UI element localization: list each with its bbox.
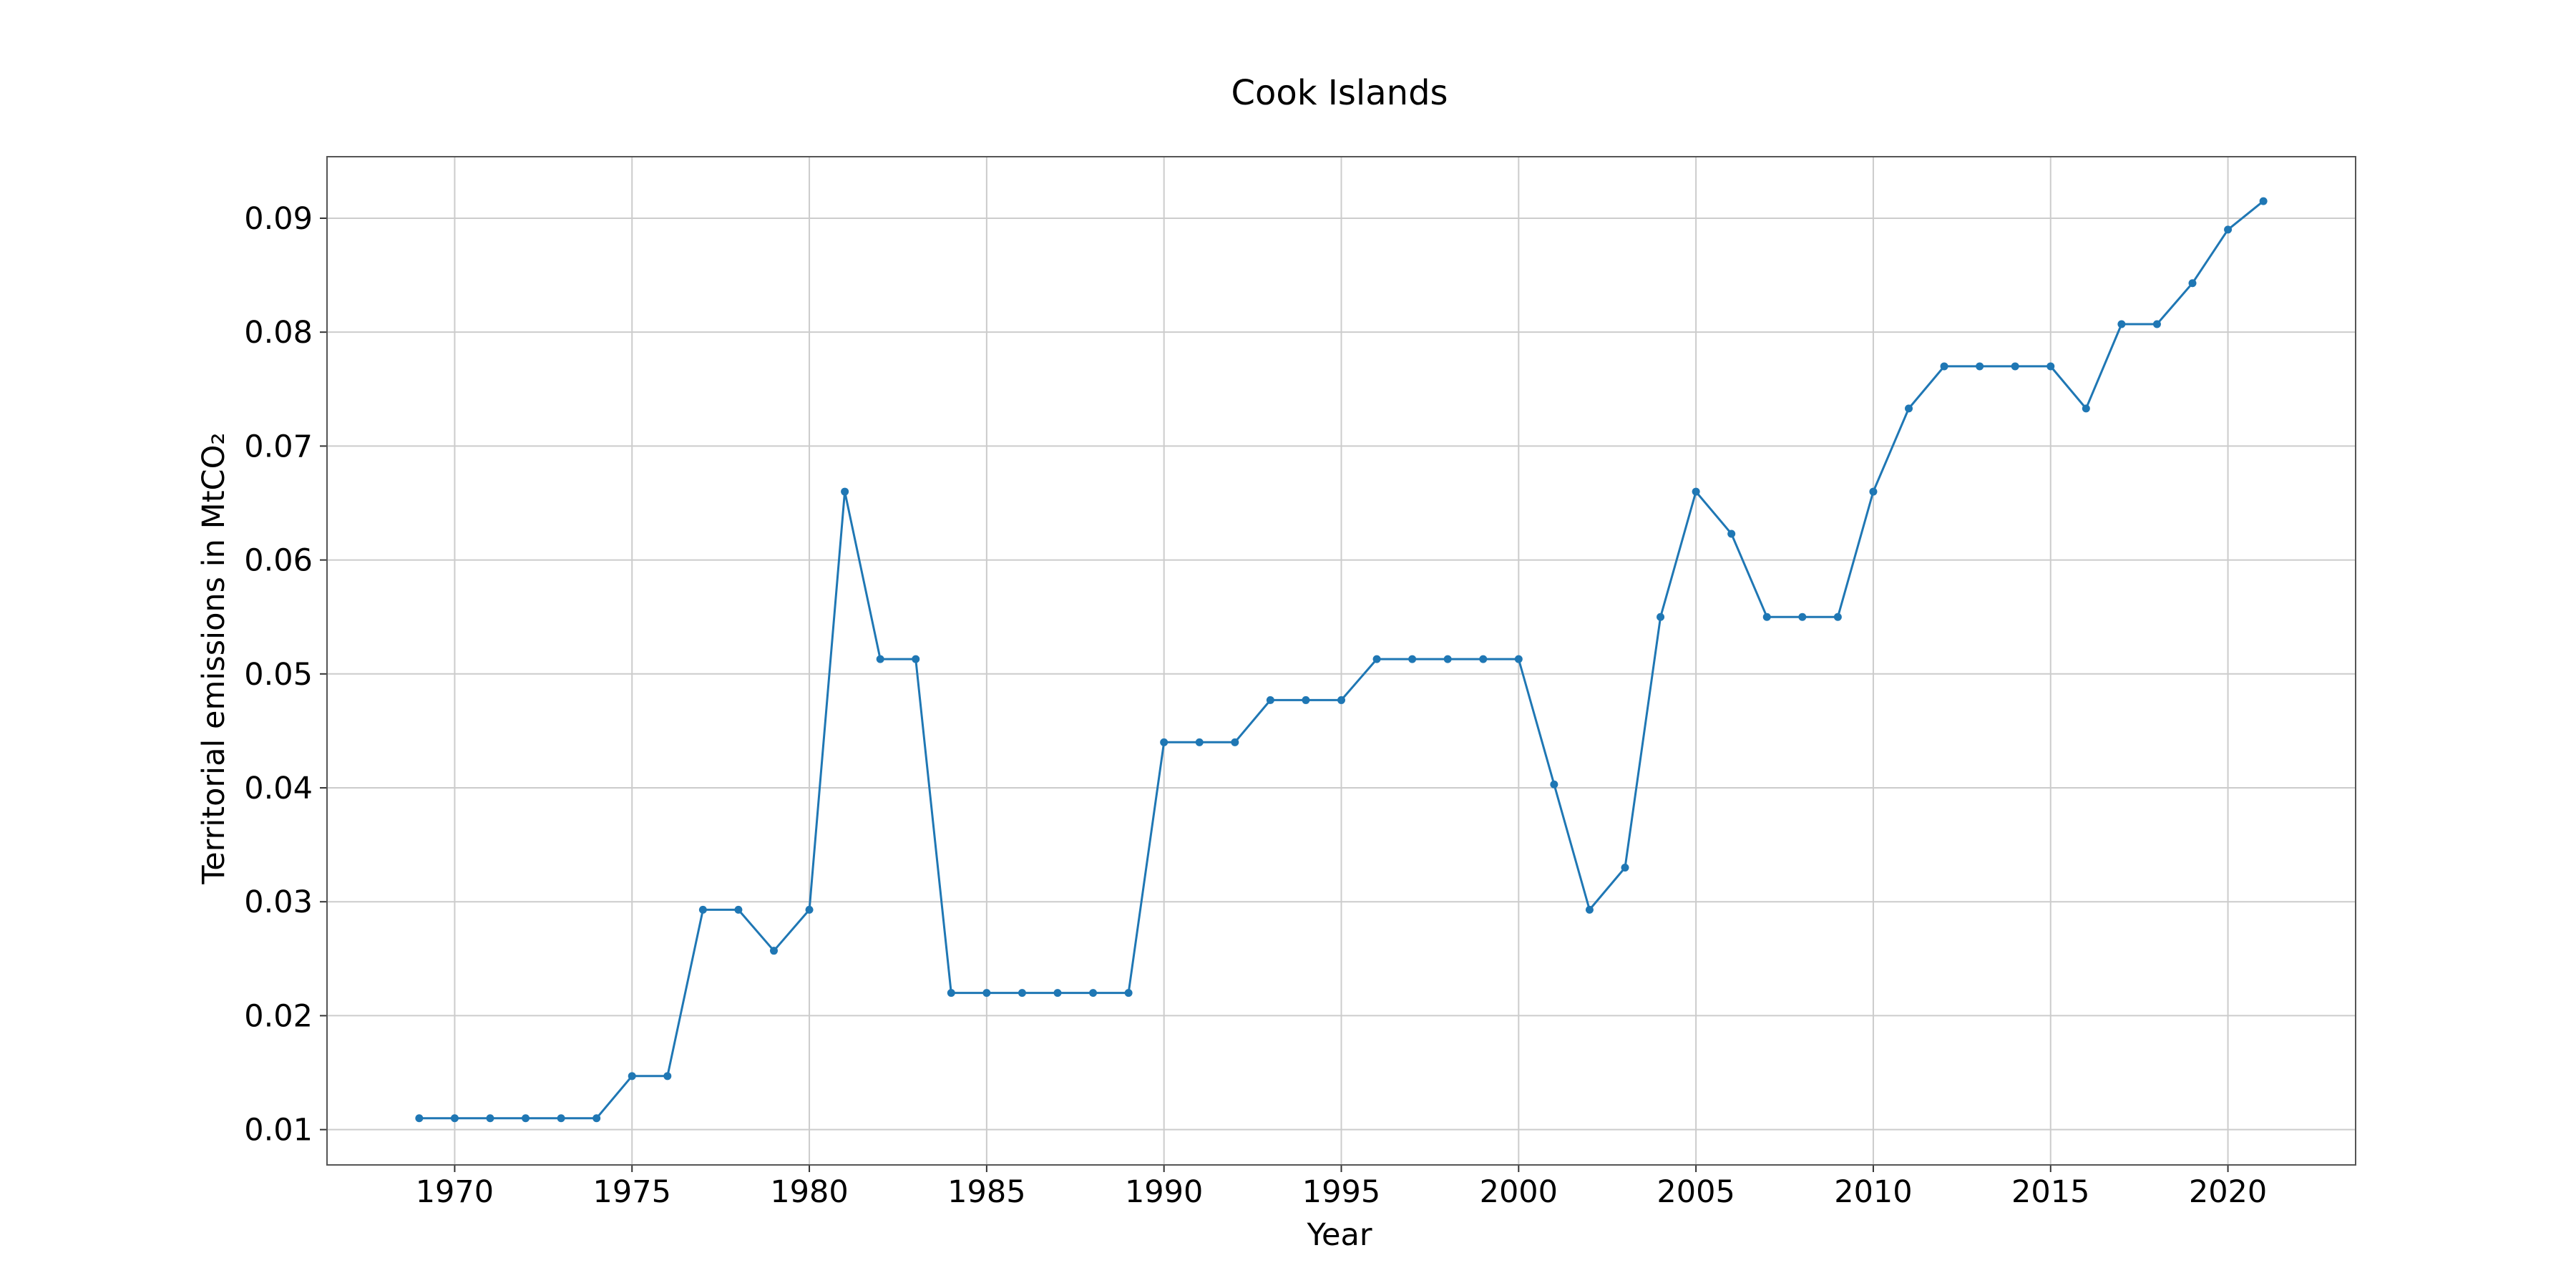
data-point: [2011, 362, 2019, 371]
x-tick-label: 2000: [1480, 1174, 1558, 1210]
data-point: [557, 1114, 565, 1123]
data-point: [1905, 404, 1913, 413]
data-point: [628, 1072, 636, 1080]
x-tick-label: 1975: [593, 1174, 671, 1210]
data-point: [1372, 655, 1381, 663]
data-point: [1514, 655, 1523, 663]
data-point: [2188, 279, 2197, 288]
data-point: [805, 905, 814, 914]
data-point: [912, 655, 920, 663]
data-point: [1692, 487, 1700, 496]
data-point: [486, 1114, 494, 1123]
x-tick-label: 2020: [2189, 1174, 2267, 1210]
data-point: [1053, 989, 1062, 997]
data-point: [415, 1114, 424, 1123]
data-point: [1479, 655, 1488, 663]
data-point: [2117, 320, 2126, 328]
data-point: [1443, 655, 1452, 663]
data-point: [1621, 863, 1629, 872]
x-tick-label: 2005: [1657, 1174, 1735, 1210]
data-point: [1550, 780, 1558, 789]
data-point: [2259, 197, 2268, 205]
data-point: [592, 1114, 601, 1123]
data-point: [841, 487, 849, 496]
data-point: [1976, 362, 1984, 371]
data-point: [1657, 613, 1665, 621]
x-tick-label: 1995: [1302, 1174, 1380, 1210]
data-point: [1408, 655, 1417, 663]
x-tick-label: 2010: [1834, 1174, 1912, 1210]
data-point: [698, 905, 707, 914]
data-point: [2152, 320, 2161, 328]
data-point: [1727, 530, 1736, 538]
data-point: [1231, 738, 1239, 746]
data-point: [1302, 696, 1310, 704]
plot-frame: [326, 156, 2356, 1166]
data-point: [663, 1072, 672, 1080]
x-tick-label: 2015: [2011, 1174, 2089, 1210]
grid: [327, 157, 2356, 1165]
data-point: [769, 947, 778, 955]
x-tick-label: 1970: [416, 1174, 494, 1210]
x-tick-label: 1985: [947, 1174, 1025, 1210]
data-point: [1940, 362, 1948, 371]
axis-ticks: 1970 1975 1980 1985 1990 1995 2000 2005 2010 2015…: [244, 201, 2267, 1210]
x-tick-label: 1990: [1125, 1174, 1203, 1210]
data-point: [2224, 225, 2233, 234]
data-point: [1833, 613, 1842, 621]
x-tick-label: 1980: [770, 1174, 848, 1210]
y-tick-label: 0.08: [244, 315, 313, 351]
y-tick-label: 0.07: [244, 429, 313, 464]
data-point: [947, 989, 955, 997]
y-tick-label: 0.01: [244, 1113, 313, 1148]
data-point: [1266, 696, 1274, 704]
data-point: [876, 655, 884, 663]
data-point: [1585, 905, 1594, 914]
data-point: [2082, 404, 2090, 413]
data-point: [1089, 989, 1098, 997]
data-point: [522, 1114, 530, 1123]
data-point: [1337, 696, 1345, 704]
x-axis-label: Year: [1306, 1217, 1372, 1253]
data-point: [982, 989, 991, 997]
data-point: [1195, 738, 1204, 746]
data-point: [1160, 738, 1169, 746]
data-point: [1869, 487, 1878, 496]
data-point: [1018, 989, 1026, 997]
y-tick-label: 0.05: [244, 657, 313, 693]
y-tick-label: 0.09: [244, 201, 313, 237]
data-point: [450, 1114, 459, 1123]
series-layer: [415, 197, 2268, 1123]
data-point: [1798, 613, 1807, 621]
y-tick-label: 0.02: [244, 998, 313, 1034]
data-point: [734, 905, 743, 914]
data-point: [1762, 613, 1771, 621]
y-tick-label: 0.04: [244, 771, 313, 806]
y-tick-label: 0.06: [244, 543, 313, 579]
data-point: [1124, 989, 1133, 997]
data-point: [2046, 362, 2055, 371]
y-axis-label: Territorial emissions in MtCO₂: [196, 432, 232, 884]
y-tick-label: 0.03: [244, 884, 313, 920]
chart-title: Cook Islands: [1231, 73, 1448, 113]
